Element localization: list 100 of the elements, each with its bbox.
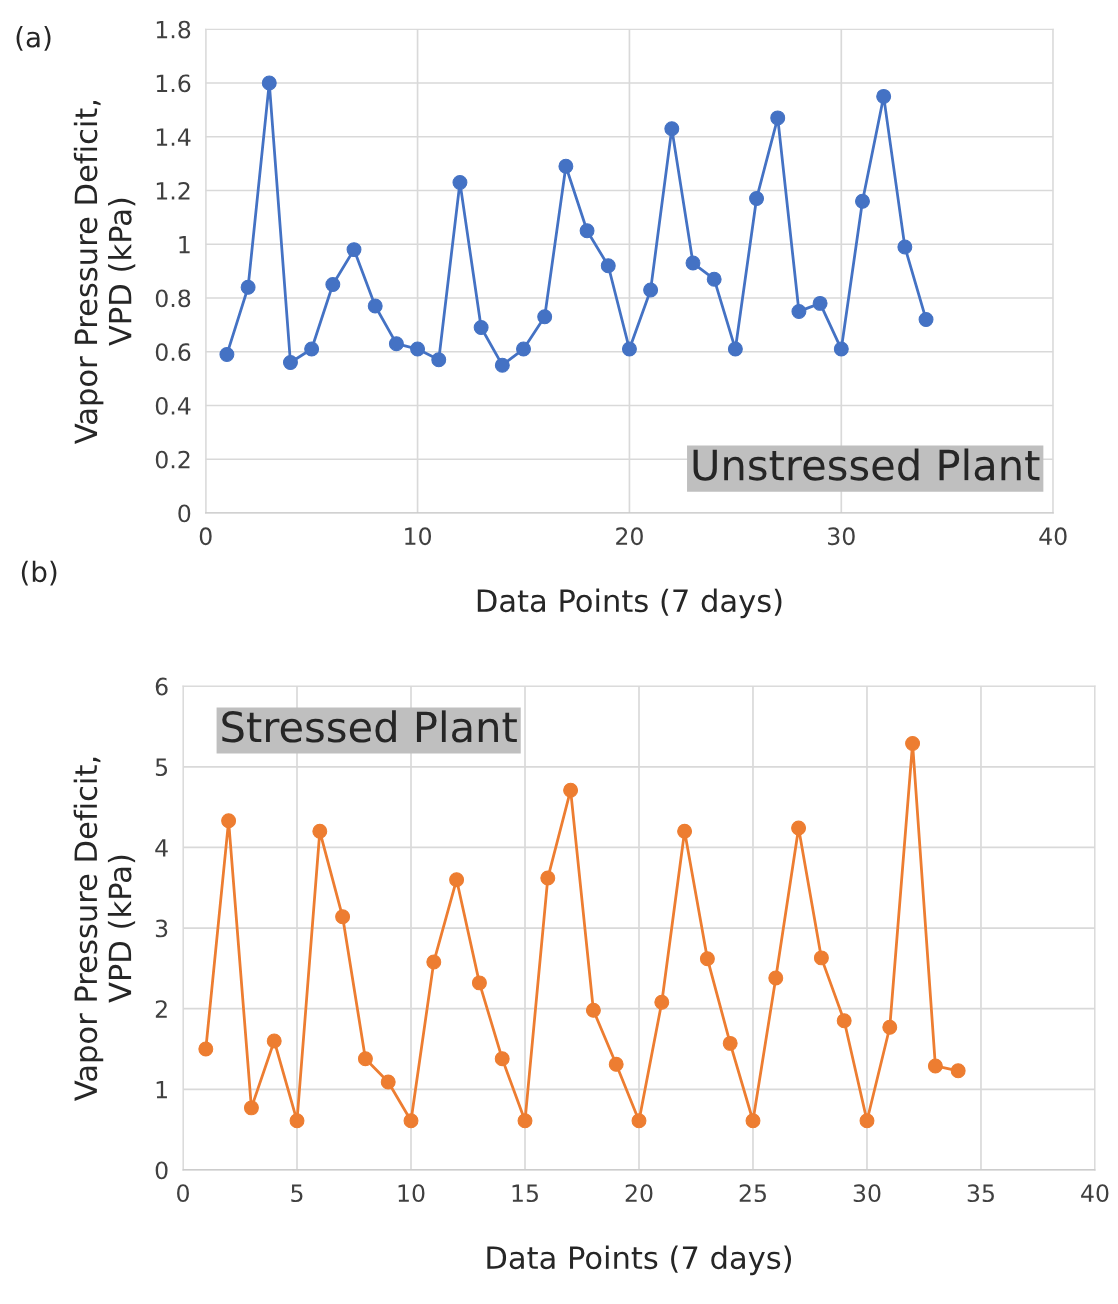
- point: [950, 1063, 966, 1079]
- point: [876, 88, 892, 104]
- x-tick-label: 15: [512, 1184, 538, 1203]
- point: [918, 312, 934, 327]
- point: [558, 158, 574, 174]
- point: [243, 1100, 259, 1116]
- y-tick-label: 0.4: [155, 396, 191, 415]
- point: [685, 255, 701, 271]
- y-tick-label: 3: [155, 919, 168, 938]
- point: [608, 1056, 624, 1072]
- point: [357, 1051, 373, 1067]
- x-tick-label: 0: [199, 527, 212, 546]
- y-tick-label: 2: [155, 1000, 167, 1018]
- point: [426, 954, 442, 970]
- point: [266, 1033, 282, 1049]
- x-tick-label: 5: [291, 1184, 303, 1203]
- y-tick-label: 1: [179, 235, 190, 254]
- point: [452, 174, 468, 190]
- y-tick-label: 5: [155, 758, 168, 777]
- point: [855, 193, 870, 209]
- point: [927, 1058, 943, 1074]
- point: [813, 950, 829, 966]
- point: [722, 1035, 738, 1051]
- point: [494, 1051, 510, 1067]
- point: [654, 994, 670, 1010]
- point: [791, 303, 807, 319]
- point: [221, 813, 237, 829]
- point: [706, 271, 722, 287]
- x-tick-label: 40: [1081, 1184, 1109, 1203]
- y-tick-label: 1.4: [156, 128, 191, 146]
- point: [745, 1113, 761, 1129]
- y-tick-label: 0.8: [155, 289, 191, 308]
- x-tick-label: 20: [616, 527, 643, 546]
- point: [770, 110, 786, 126]
- y-axis-title: Vapor Pressure Deficit, VPD (kPa): [73, 100, 136, 445]
- point: [585, 1002, 601, 1018]
- point: [882, 1019, 898, 1035]
- y-tick-label: 6: [155, 677, 168, 696]
- y-tick-label: 1: [156, 1081, 167, 1099]
- point: [325, 277, 341, 292]
- y-tick-label: 4: [155, 839, 168, 857]
- point: [791, 820, 807, 836]
- point: [335, 909, 351, 925]
- point: [836, 1013, 852, 1029]
- point: [346, 242, 362, 258]
- point: [431, 352, 447, 368]
- annotation: Stressed Plant: [222, 710, 517, 743]
- point: [664, 121, 680, 137]
- x-tick-label: 40: [1039, 527, 1067, 546]
- annotation: Unstressed Plant: [693, 448, 1040, 481]
- point: [219, 346, 235, 362]
- point: [312, 823, 328, 839]
- point: [600, 258, 616, 274]
- point: [289, 1113, 305, 1129]
- x-tick-label: 20: [625, 1184, 653, 1203]
- point: [859, 1113, 875, 1129]
- x-axis-title: Data Points (7 days): [487, 1245, 791, 1276]
- y-tick-label: 1.6: [156, 74, 191, 93]
- point: [768, 970, 784, 986]
- point: [198, 1041, 214, 1057]
- point: [473, 320, 489, 336]
- point: [261, 75, 277, 91]
- point: [537, 309, 553, 325]
- y-tick-label: 0.2: [155, 450, 190, 469]
- point: [540, 870, 556, 886]
- point: [563, 782, 579, 798]
- point: [494, 357, 510, 373]
- point: [897, 239, 913, 255]
- x-tick-label: 25: [739, 1184, 766, 1203]
- point: [282, 355, 298, 370]
- point: [449, 872, 465, 888]
- point: [516, 341, 531, 357]
- point: [727, 341, 743, 357]
- y-axis-title: Vapor Pressure Deficit, VPD (kPa): [73, 757, 136, 1101]
- text: (b): [21, 560, 57, 586]
- y-tick-label: 0: [155, 1161, 168, 1180]
- point: [677, 823, 693, 839]
- point: [410, 341, 426, 357]
- point: [380, 1074, 396, 1090]
- text: (a): [16, 26, 51, 51]
- point: [471, 975, 487, 991]
- point: [304, 341, 320, 357]
- point: [833, 341, 849, 357]
- point: [403, 1113, 419, 1129]
- point: [749, 191, 765, 206]
- x-tick-label: 30: [853, 1184, 881, 1203]
- point: [621, 341, 637, 357]
- point: [699, 951, 715, 967]
- point: [367, 298, 383, 314]
- x-tick-label: 35: [967, 1184, 994, 1203]
- point: [643, 282, 659, 298]
- y-tick-label: 1.8: [156, 20, 191, 39]
- x-axis-title: Data Points (7 days): [477, 588, 782, 619]
- x-tick-label: 10: [405, 527, 432, 546]
- point: [517, 1113, 533, 1129]
- point: [905, 735, 921, 751]
- point: [579, 223, 595, 239]
- x-tick-label: 10: [398, 1184, 425, 1203]
- y-tick-label: 0.6: [155, 343, 191, 362]
- x-tick-label: 30: [828, 527, 855, 546]
